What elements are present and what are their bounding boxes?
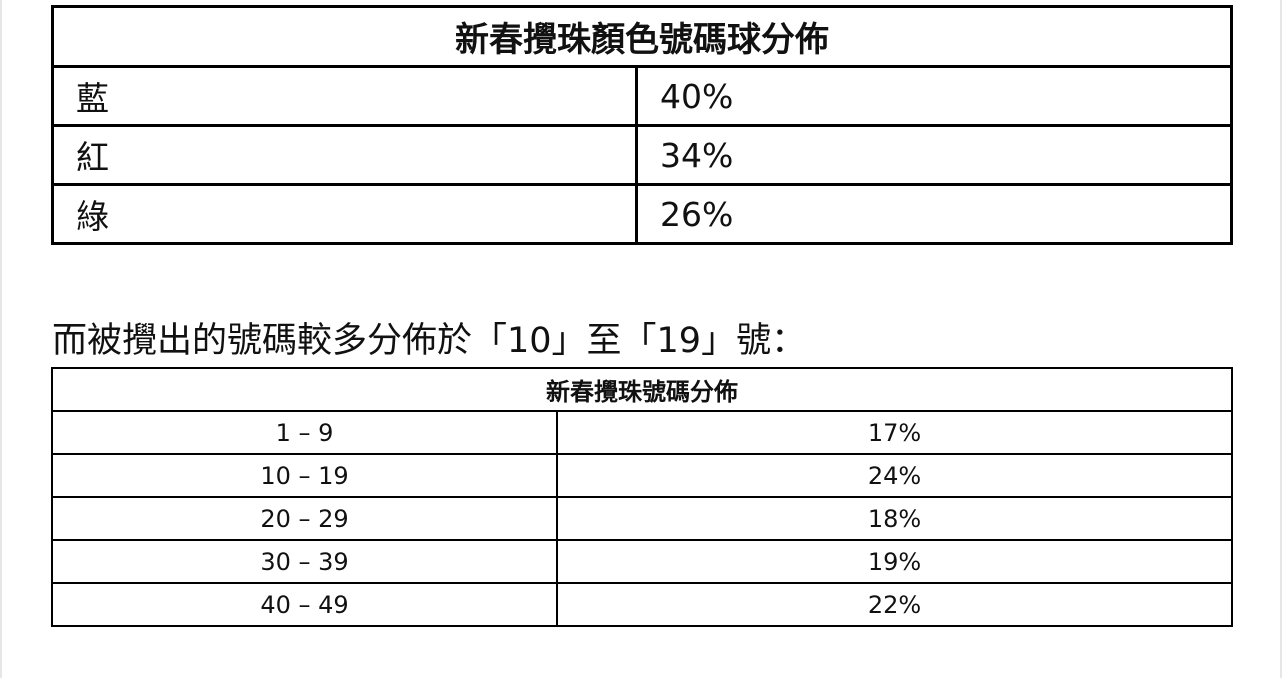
range-value: 22% xyxy=(556,582,1233,627)
range-label: 20 – 29 xyxy=(51,496,558,541)
table-row: 20 – 29 18% xyxy=(51,496,1233,541)
color-value: 34% xyxy=(635,124,1233,186)
table-row: 藍 40% xyxy=(51,65,1233,127)
section-heading: 而被攪出的號碼較多分佈於「10」至「19」號： xyxy=(52,321,807,361)
table-row: 30 – 39 19% xyxy=(51,539,1233,584)
table-row: 紅 34% xyxy=(51,124,1233,186)
number-distribution-table: 新春攪珠號碼分佈 1 – 9 17% 10 – 19 24% 20 – 29 18% … xyxy=(51,367,1233,627)
color-label: 藍 xyxy=(51,65,638,127)
range-value: 24% xyxy=(556,453,1233,498)
color-label: 紅 xyxy=(51,124,638,186)
color-value: 26% xyxy=(635,183,1233,245)
table-row: 10 – 19 24% xyxy=(51,453,1233,498)
table-title: 新春攪珠號碼分佈 xyxy=(51,367,1233,412)
range-label: 10 – 19 xyxy=(51,453,558,498)
range-label: 30 – 39 xyxy=(51,539,558,584)
table-row: 綠 26% xyxy=(51,183,1233,245)
color-distribution-table: 新春攪珠顏色號碼球分佈 藍 40% 紅 34% 綠 26% xyxy=(51,5,1233,245)
range-label: 40 – 49 xyxy=(51,582,558,627)
table-row: 1 – 9 17% xyxy=(51,410,1233,455)
range-value: 19% xyxy=(556,539,1233,584)
table-row: 40 – 49 22% xyxy=(51,582,1233,627)
range-value: 18% xyxy=(556,496,1233,541)
range-value: 17% xyxy=(556,410,1233,455)
range-label: 1 – 9 xyxy=(51,410,558,455)
color-label: 綠 xyxy=(51,183,638,245)
color-value: 40% xyxy=(635,65,1233,127)
table-title: 新春攪珠顏色號碼球分佈 xyxy=(51,5,1233,68)
